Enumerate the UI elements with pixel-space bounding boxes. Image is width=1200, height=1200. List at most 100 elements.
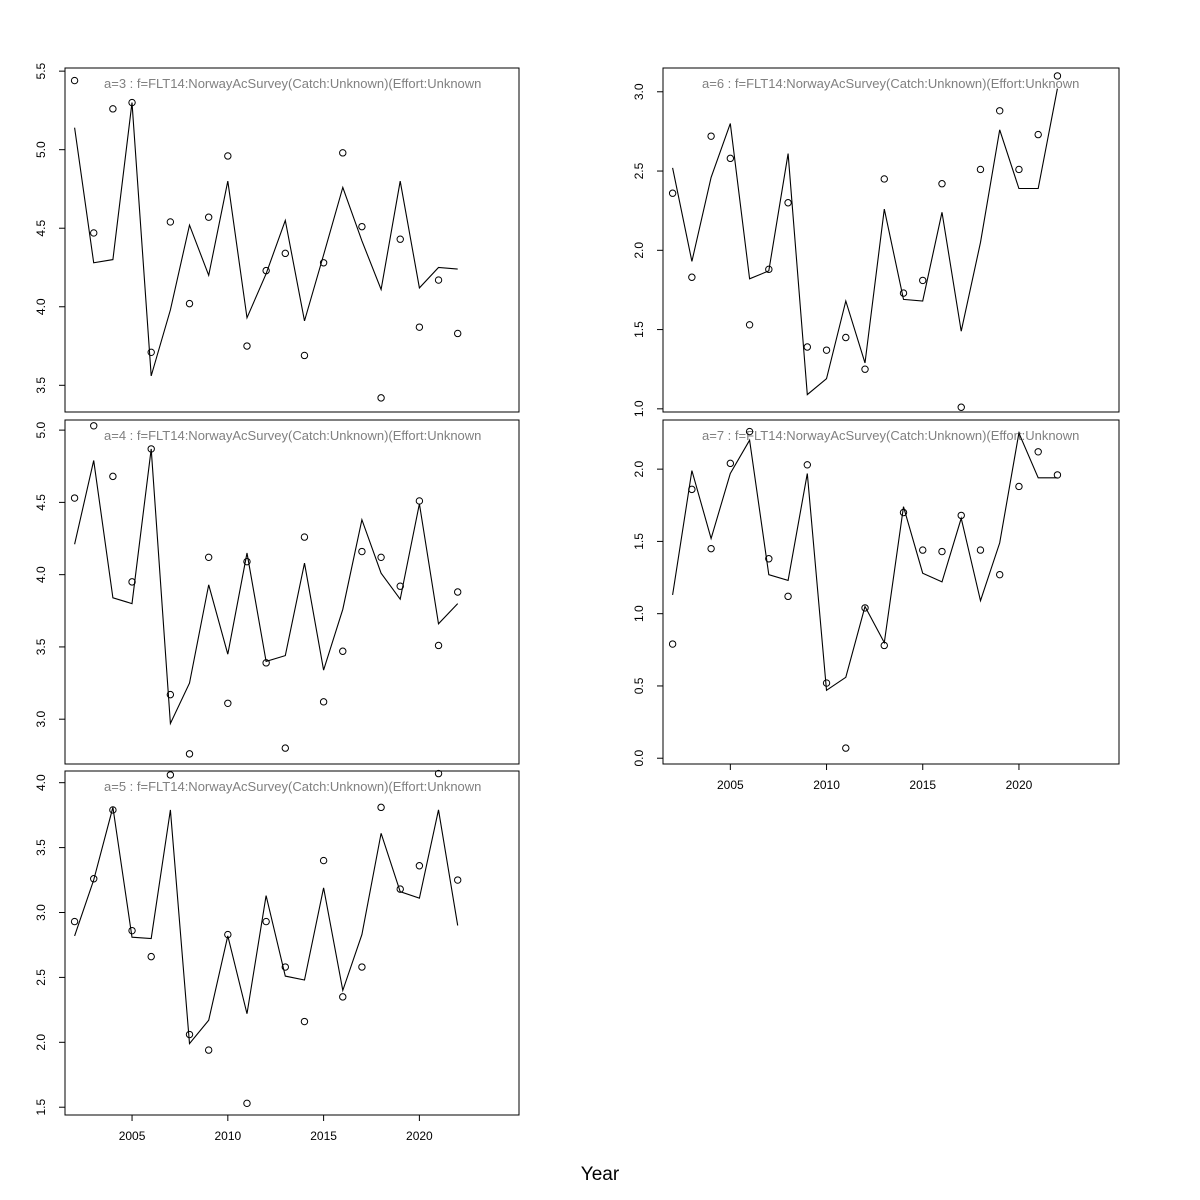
- y-tick-label: 3.5: [34, 638, 48, 655]
- observed-point: [919, 276, 927, 285]
- y-tick-label: 1.0: [632, 400, 646, 417]
- observed-point: [109, 472, 117, 481]
- observed-point: [765, 555, 773, 563]
- observed-point: [861, 365, 869, 373]
- observed-point: [726, 154, 735, 163]
- y-tick-label: 2.5: [34, 969, 48, 986]
- plot-frame: [64, 770, 520, 1116]
- observed-point: [339, 993, 347, 1001]
- observed-point: [880, 641, 888, 650]
- observed-point: [996, 570, 1004, 579]
- observed-point: [880, 175, 888, 183]
- observed-point: [415, 323, 424, 331]
- observed-point: [842, 333, 850, 342]
- observed-point: [707, 544, 715, 553]
- observed-point: [765, 265, 773, 274]
- observed-point: [938, 547, 946, 556]
- observed-point: [415, 862, 424, 870]
- observed-point: [204, 1046, 213, 1054]
- observed-point: [319, 856, 328, 865]
- observed-point: [262, 266, 270, 275]
- observed-point: [434, 276, 443, 284]
- observed-point: [262, 917, 270, 926]
- observed-point: [243, 557, 251, 566]
- observed-point: [976, 165, 985, 174]
- observed-point: [166, 771, 175, 779]
- observed-point: [281, 963, 289, 971]
- observed-point: [707, 132, 715, 140]
- observed-point: [204, 213, 213, 221]
- observed-point: [726, 459, 735, 468]
- observed-point: [90, 422, 98, 430]
- observed-point: [1015, 165, 1023, 174]
- observed-point: [822, 346, 831, 354]
- observed-point: [339, 647, 347, 655]
- observed-point: [319, 698, 328, 706]
- observed-point: [803, 343, 812, 351]
- panel-4: 1.0 1.5 2.0 2.5 3.0 a=6 : f=FLT14:NorwayAcSur…: [632, 67, 1120, 417]
- panel-title: a=7 : f=FLT14:NorwayAcSurvey(Catch:Unkno…: [702, 428, 1079, 443]
- observed-point: [454, 876, 462, 884]
- observed-point: [668, 189, 677, 197]
- observed-point: [415, 497, 424, 505]
- y-tick-label: 3.5: [34, 839, 48, 856]
- observed-point: [128, 98, 136, 107]
- observed-point: [243, 1099, 251, 1108]
- x-tick-label: 2005: [717, 778, 744, 792]
- observed-point: [358, 547, 366, 556]
- observed-point: [1015, 482, 1023, 491]
- observed-point: [784, 592, 792, 601]
- observed-point: [822, 679, 831, 687]
- x-axis-label: Year: [581, 1164, 620, 1185]
- y-tick-label: 2.0: [632, 460, 646, 477]
- observed-point: [70, 917, 79, 926]
- y-tick-label: 2.5: [632, 162, 646, 179]
- observed-point: [434, 769, 443, 778]
- fitted-line: [672, 431, 1058, 692]
- y-tick-label: 4.0: [34, 774, 48, 791]
- y-tick-label: 1.0: [632, 605, 646, 622]
- observed-point: [166, 218, 175, 226]
- plot-frame: [662, 67, 1120, 413]
- y-tick-label: 2.0: [34, 1034, 48, 1051]
- y-tick-label: 4.0: [34, 566, 48, 583]
- fitted-line: [74, 448, 459, 726]
- observed-point: [377, 803, 385, 812]
- observed-point: [319, 259, 328, 267]
- observed-point: [1034, 130, 1042, 139]
- observed-point: [745, 321, 754, 329]
- observed-point: [803, 461, 812, 469]
- y-tick-label: 3.0: [632, 83, 646, 100]
- panel-3: 1.5 2.0 2.5 3.0 3.5 4.0 2005 2010 2015 2020 a=5 : …: [34, 769, 520, 1143]
- observed-point: [784, 199, 792, 207]
- observed-point: [109, 105, 117, 113]
- observed-point: [224, 930, 232, 939]
- observed-point: [166, 690, 175, 699]
- observed-point: [204, 553, 213, 562]
- observed-point: [224, 699, 232, 707]
- observed-point: [938, 180, 946, 188]
- plot-frame: [64, 67, 520, 413]
- observed-point: [1034, 448, 1042, 456]
- observed-point: [668, 640, 677, 648]
- x-tick-label: 2005: [119, 1129, 146, 1143]
- observed-point: [281, 249, 289, 258]
- observed-point: [396, 582, 404, 590]
- observed-point: [262, 659, 270, 667]
- panel-title: a=3 : f=FLT14:NorwayAcSurvey(Catch:Unkno…: [104, 76, 481, 91]
- observed-point: [454, 588, 462, 596]
- panel-title: a=6 : f=FLT14:NorwayAcSurvey(Catch:Unkno…: [702, 76, 1079, 91]
- y-tick-label: 1.5: [632, 533, 646, 550]
- x-tick-label: 2020: [406, 1129, 433, 1143]
- panel-title: a=5 : f=FLT14:NorwayAcSurvey(Catch:Unkno…: [104, 779, 481, 794]
- x-tick-label: 2010: [813, 778, 840, 792]
- y-tick-label: 4.5: [34, 494, 48, 511]
- x-tick-label: 2015: [310, 1129, 337, 1143]
- observed-point: [396, 235, 404, 243]
- y-tick-label: 0.0: [632, 750, 646, 767]
- observed-point: [957, 403, 965, 411]
- y-tick-label: 5.5: [34, 62, 48, 79]
- observed-point: [1053, 72, 1062, 80]
- y-tick-label: 1.5: [632, 321, 646, 338]
